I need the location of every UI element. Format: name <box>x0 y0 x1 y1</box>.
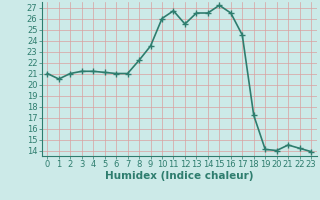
X-axis label: Humidex (Indice chaleur): Humidex (Indice chaleur) <box>105 171 253 181</box>
